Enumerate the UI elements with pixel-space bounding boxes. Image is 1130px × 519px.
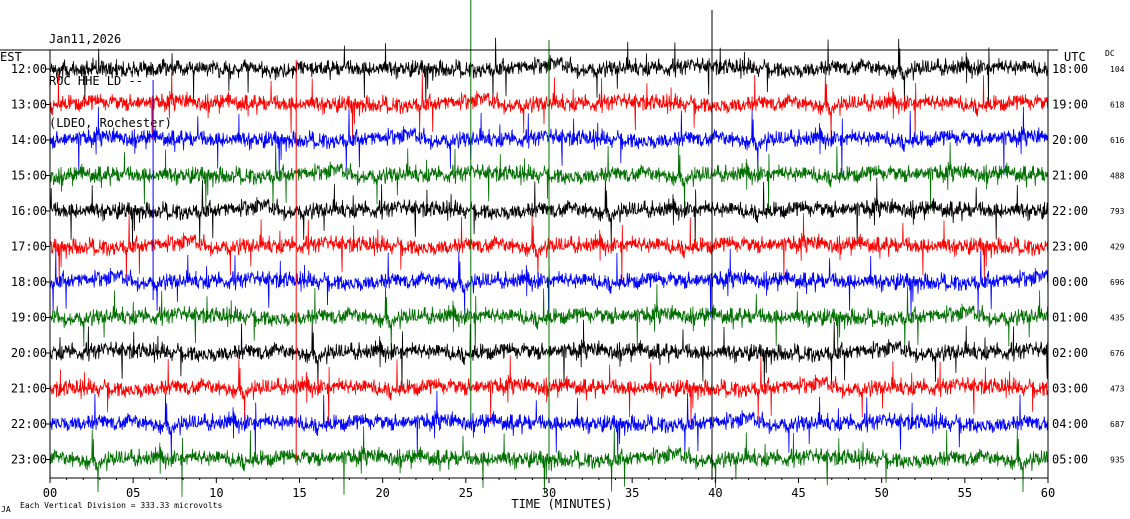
x-axis-title: TIME (MINUTES): [511, 497, 612, 511]
corner-mark: JA: [1, 505, 11, 514]
dc-offset-value: 687: [1110, 420, 1125, 429]
x-tick-label: 15: [292, 486, 306, 500]
header-station: ROC HHE LD --: [49, 74, 143, 88]
utc-time-label: 05:00: [1052, 453, 1088, 467]
utc-time-label: 19:00: [1052, 98, 1088, 112]
utc-time-label: 22:00: [1052, 204, 1088, 218]
header-block: Jan11,2026 ROC HHE LD -- (LDEO, Rocheste…: [49, 4, 172, 144]
x-tick-label: 35: [625, 486, 639, 500]
dc-offset-value: 696: [1110, 278, 1125, 287]
x-tick-label: 60: [1041, 486, 1055, 500]
local-time-label: 18:00: [11, 275, 47, 289]
utc-time-label: 23:00: [1052, 240, 1088, 254]
x-tick-label: 40: [708, 486, 722, 500]
dc-offset-value: 676: [1110, 349, 1125, 358]
x-tick-label: 00: [43, 486, 57, 500]
scale-note: Each Vertical Division = 333.33 microvol…: [20, 501, 222, 510]
trace-layer: [49, 0, 1049, 498]
dc-offset-value: 488: [1110, 172, 1125, 181]
dc-column-label: DC: [1105, 49, 1115, 58]
utc-time-label: 04:00: [1052, 417, 1088, 431]
utc-time-label: 18:00: [1052, 62, 1088, 76]
utc-time-label: 00:00: [1052, 275, 1088, 289]
local-time-label: 17:00: [11, 240, 47, 254]
x-tick-label: 10: [209, 486, 223, 500]
dc-offset-value: 793: [1110, 207, 1125, 216]
x-tick-label: 25: [459, 486, 473, 500]
dc-offset-value: 935: [1110, 456, 1125, 465]
utc-time-label: 21:00: [1052, 169, 1088, 183]
x-tick-label: 20: [375, 486, 389, 500]
x-tick-label: 50: [874, 486, 888, 500]
dc-offset-value: 473: [1110, 385, 1125, 394]
x-tick-label: 30: [542, 486, 556, 500]
x-tick-label: 45: [791, 486, 805, 500]
local-time-label: 23:00: [11, 453, 47, 467]
utc-time-label: 01:00: [1052, 311, 1088, 325]
utc-time-label: 20:00: [1052, 133, 1088, 147]
utc-time-label: 03:00: [1052, 382, 1088, 396]
header-network: (LDEO, Rochester): [49, 116, 172, 130]
dc-offset-value: 435: [1110, 314, 1125, 323]
dc-offset-value: 618: [1110, 101, 1125, 110]
local-time-label: 15:00: [11, 169, 47, 183]
x-tick-label: 05: [126, 486, 140, 500]
local-time-label: 20:00: [11, 346, 47, 360]
right-timezone-label: UTC: [1064, 50, 1086, 64]
local-time-label: 22:00: [11, 417, 47, 431]
header-date: Jan11,2026: [49, 32, 122, 46]
dc-offset-value: 616: [1110, 136, 1125, 145]
local-time-label: 14:00: [11, 133, 47, 147]
plot-frame: [0, 49, 1058, 483]
local-time-label: 21:00: [11, 382, 47, 396]
utc-time-label: 02:00: [1052, 346, 1088, 360]
local-time-label: 12:00: [11, 62, 47, 76]
dc-offset-value: 104: [1110, 65, 1125, 74]
label-layer: 00 05 10 15 20 25 30 35 40 45 50 55 60 12:00 18:00 104 1…: [0, 49, 1125, 514]
local-time-label: 16:00: [11, 204, 47, 218]
local-time-label: 13:00: [11, 98, 47, 112]
x-tick-label: 55: [958, 486, 972, 500]
dc-offset-value: 429: [1110, 243, 1125, 252]
left-timezone-label: EST: [0, 50, 22, 64]
local-time-label: 19:00: [11, 311, 47, 325]
